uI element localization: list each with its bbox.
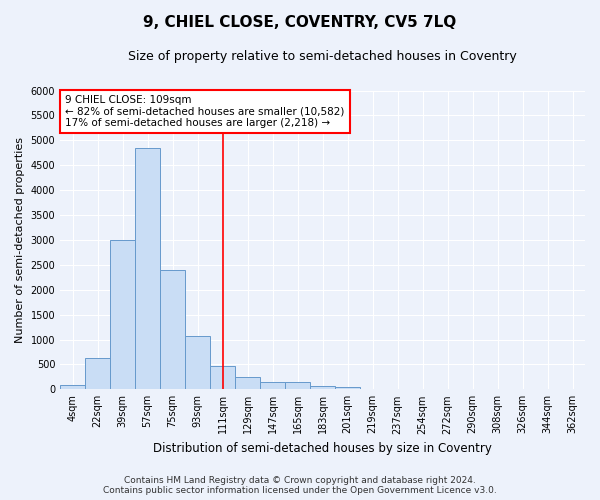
Bar [235,378,260,390]
Bar [310,386,335,390]
Bar [160,270,185,390]
Title: Size of property relative to semi-detached houses in Coventry: Size of property relative to semi-detach… [128,50,517,63]
Bar [335,386,360,390]
Bar [85,358,110,390]
Y-axis label: Number of semi-detached properties: Number of semi-detached properties [15,137,25,343]
Text: Contains HM Land Registry data © Crown copyright and database right 2024.
Contai: Contains HM Land Registry data © Crown c… [103,476,497,495]
Bar [185,336,210,390]
Bar [285,382,310,390]
Bar [260,382,285,390]
Text: 9, CHIEL CLOSE, COVENTRY, CV5 7LQ: 9, CHIEL CLOSE, COVENTRY, CV5 7LQ [143,15,457,30]
X-axis label: Distribution of semi-detached houses by size in Coventry: Distribution of semi-detached houses by … [153,442,492,455]
Bar [135,148,160,390]
Bar [60,386,85,390]
Bar [110,240,135,390]
Bar [210,366,235,390]
Text: 9 CHIEL CLOSE: 109sqm
← 82% of semi-detached houses are smaller (10,582)
17% of : 9 CHIEL CLOSE: 109sqm ← 82% of semi-deta… [65,95,345,128]
